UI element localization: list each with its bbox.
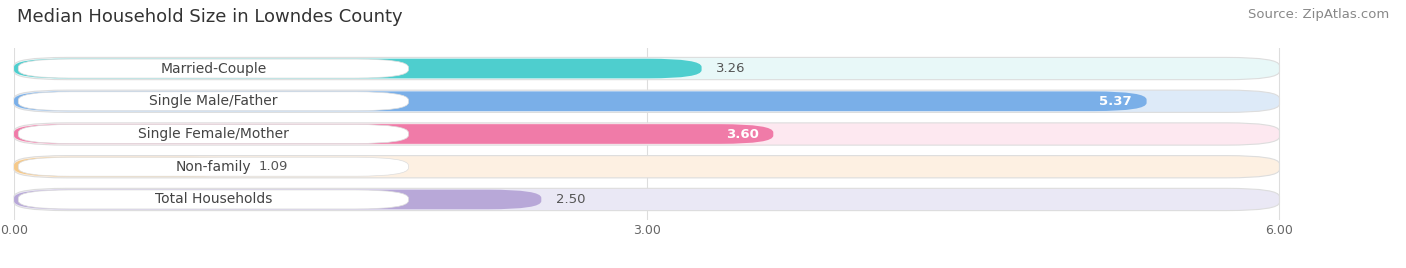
Text: Median Household Size in Lowndes County: Median Household Size in Lowndes County [17,8,402,26]
FancyBboxPatch shape [14,156,1279,178]
Text: Non-family: Non-family [176,160,252,174]
FancyBboxPatch shape [14,157,245,177]
Text: Source: ZipAtlas.com: Source: ZipAtlas.com [1249,8,1389,21]
Text: Single Female/Mother: Single Female/Mother [138,127,288,141]
FancyBboxPatch shape [18,157,409,176]
FancyBboxPatch shape [18,92,409,111]
FancyBboxPatch shape [18,125,409,143]
Text: Total Households: Total Households [155,192,271,206]
FancyBboxPatch shape [18,190,409,209]
FancyBboxPatch shape [14,188,1279,211]
FancyBboxPatch shape [14,59,702,78]
Text: 2.50: 2.50 [557,193,585,206]
FancyBboxPatch shape [14,123,1279,145]
Text: 3.26: 3.26 [716,62,745,75]
Text: 3.60: 3.60 [725,128,759,140]
FancyBboxPatch shape [14,124,773,144]
Text: 1.09: 1.09 [259,160,288,173]
FancyBboxPatch shape [14,91,1147,111]
FancyBboxPatch shape [14,190,541,209]
FancyBboxPatch shape [14,57,1279,80]
Text: Married-Couple: Married-Couple [160,62,267,76]
FancyBboxPatch shape [18,59,409,78]
Text: Single Male/Father: Single Male/Father [149,94,277,108]
Text: 5.37: 5.37 [1099,95,1132,108]
FancyBboxPatch shape [14,90,1279,112]
